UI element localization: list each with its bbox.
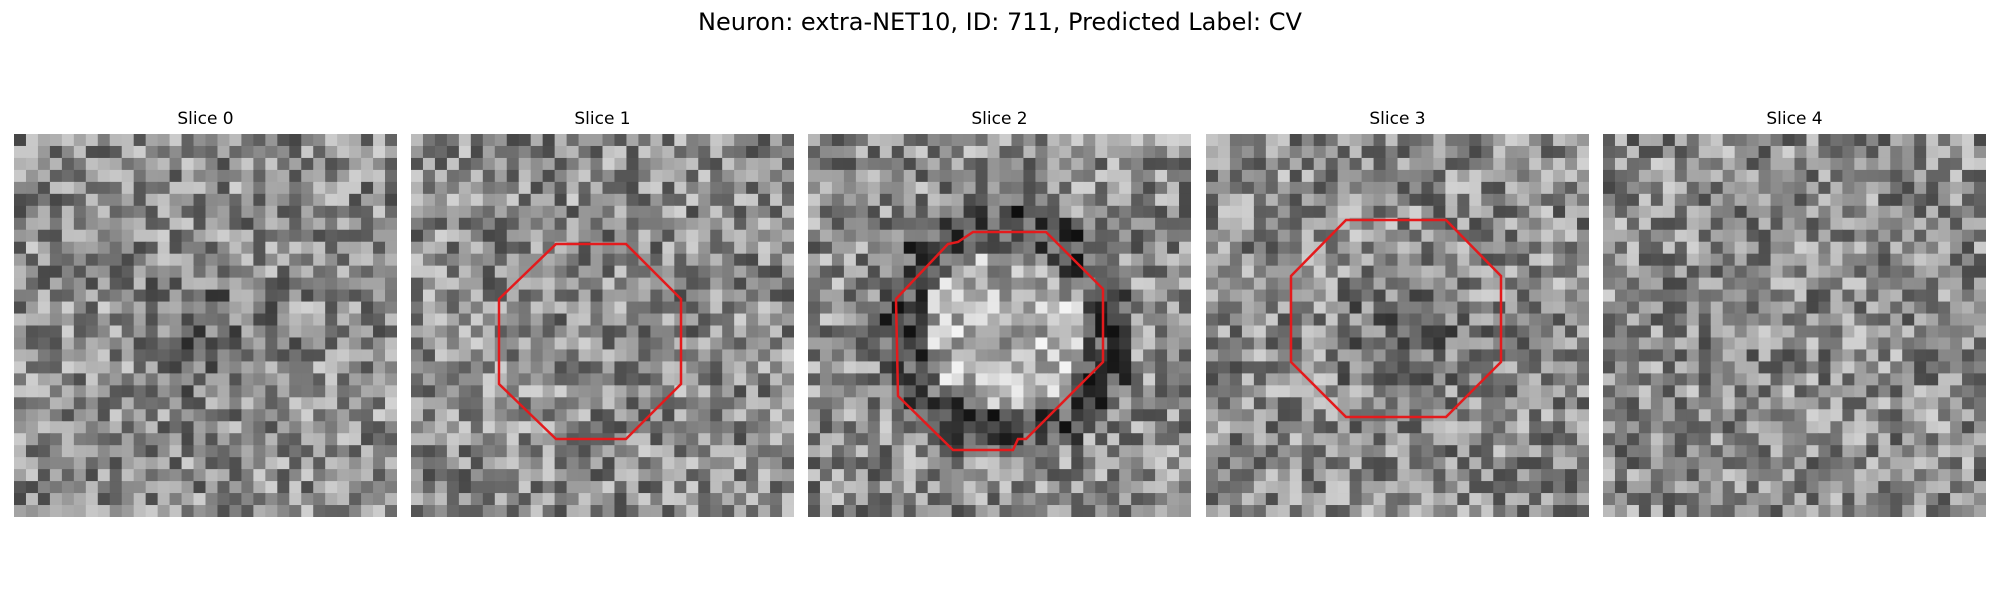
slice-image [14,134,397,517]
panel-title: Slice 2 [971,109,1028,129]
panel-slice-4: Slice 4 [1603,108,1986,520]
panel-slice-0: Slice 0 [14,108,397,520]
slice-image [1206,134,1589,517]
roi-contour [894,230,1105,452]
roi-contour [497,242,683,441]
panel-title: Slice 3 [1369,109,1426,129]
figure-title: Neuron: extra-NET10, ID: 711, Predicted … [698,8,1302,36]
slice-image [411,134,794,517]
panel-title: Slice 0 [177,109,234,129]
roi-contour [1289,218,1503,419]
panel-title: Slice 1 [574,109,631,129]
slice-image [808,134,1191,517]
panel-slice-3: Slice 3 [1206,108,1589,520]
panel-slice-2: Slice 2 [808,108,1191,520]
panel-slice-1: Slice 1 [411,108,794,520]
panel-title: Slice 4 [1766,109,1823,129]
slice-image [1603,134,1986,517]
